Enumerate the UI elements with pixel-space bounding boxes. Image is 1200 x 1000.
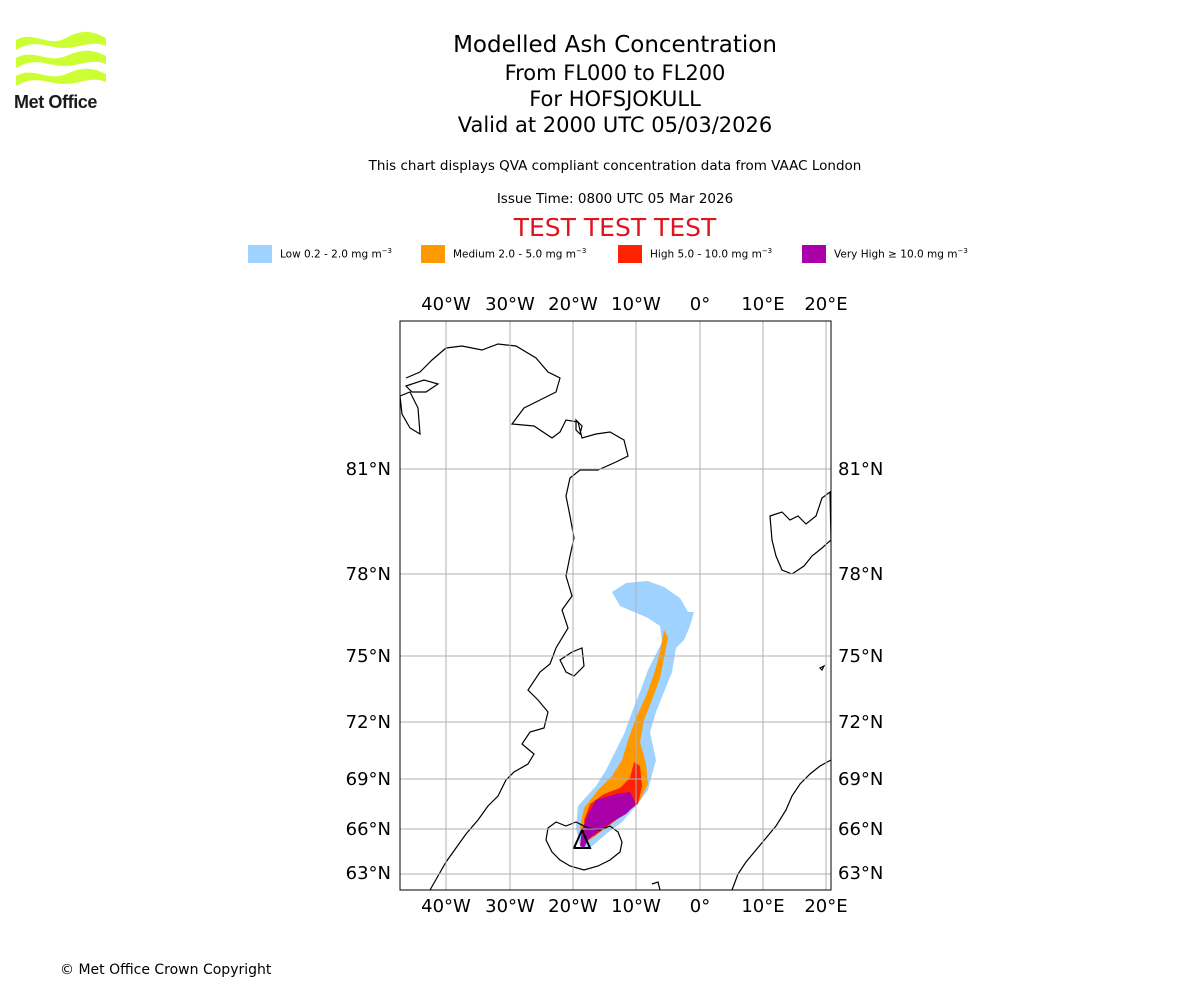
met-office-logo: Met Office: [14, 30, 108, 112]
legend-swatch-low: [248, 245, 272, 263]
norway-coast: [731, 759, 831, 890]
bear-island: [818, 664, 826, 672]
coastlines: [400, 343, 831, 890]
gridlines: [400, 321, 831, 890]
lon-label-top-40w: 40°W: [421, 294, 471, 315]
copyright: © Met Office Crown Copyright: [60, 962, 272, 978]
legend-exponent-low: −3: [381, 247, 393, 256]
legend-swatch-medium: [421, 245, 445, 263]
greenland-coast: [405, 343, 629, 890]
lon-label-bottom-10w: 10°W: [611, 896, 661, 917]
chart-titles: Modelled Ash Concentration From FL000 to…: [315, 30, 915, 138]
legend-item-very-high: Very High ≥ 10.0 mg m−3: [802, 244, 968, 264]
lon-label-bottom-20e: 20°E: [804, 896, 847, 917]
lon-label-top-20e: 20°E: [804, 294, 847, 315]
lat-label-left-63n: 63°N: [346, 863, 391, 884]
lat-label-left-72n: 72°N: [346, 712, 391, 733]
lat-label-left-66n: 66°N: [346, 819, 391, 840]
legend-swatch-very-high: [802, 245, 826, 263]
lat-labels-left: 81°N 78°N 75°N 72°N 69°N 66°N 63°N: [346, 459, 391, 884]
legend-item-medium: Medium 2.0 - 5.0 mg m−3: [421, 244, 586, 264]
lon-label-top-20w: 20°W: [548, 294, 598, 315]
legend-exponent-high: −3: [761, 247, 773, 256]
svalbard-coast: [769, 490, 831, 575]
lat-label-right-66n: 66°N: [838, 819, 883, 840]
lat-label-left-75n: 75°N: [346, 646, 391, 667]
volcano-name: For HOFSJOKULL: [529, 87, 701, 111]
legend-label-low: Low 0.2 - 2.0 mg m: [280, 248, 382, 261]
lon-labels-bottom: 40°W 30°W 20°W 10°W 0° 10°E 20°E: [421, 896, 847, 917]
issue-time: Issue Time: 0800 UTC 05 Mar 2026: [496, 191, 734, 207]
legend-item-low: Low 0.2 - 2.0 mg m−3: [248, 244, 392, 264]
island-ne: [575, 418, 583, 436]
legend-exponent-very-high: −3: [957, 247, 968, 256]
chart-description: This chart displays QVA compliant concen…: [368, 158, 862, 174]
legend-swatch-high: [618, 245, 642, 263]
lon-label-top-10w: 10°W: [611, 294, 661, 315]
lon-label-bottom-40w: 40°W: [421, 896, 471, 917]
lat-label-left-81n: 81°N: [346, 459, 391, 480]
legend-exponent-medium: −3: [575, 247, 587, 256]
scoresby-sund: [559, 647, 585, 677]
logo-text: Met Office: [14, 92, 98, 112]
legend-label-very-high: Very High ≥ 10.0 mg m: [834, 248, 958, 261]
lon-label-bottom-30w: 30°W: [485, 896, 535, 917]
legend-item-high: High 5.0 - 10.0 mg m−3: [618, 244, 772, 264]
ash-plume-medium: [580, 630, 668, 842]
lon-label-top-10e: 10°E: [741, 294, 784, 315]
lat-label-right-63n: 63°N: [838, 863, 883, 884]
lat-label-left-69n: 69°N: [346, 769, 391, 790]
legend: Low 0.2 - 2.0 mg m−3 Medium 2.0 - 5.0 mg…: [0, 244, 1200, 264]
legend-label-medium: Medium 2.0 - 5.0 mg m: [453, 248, 576, 261]
greenland-fjord: [400, 391, 421, 436]
lat-label-right-81n: 81°N: [838, 459, 883, 480]
flight-levels: From FL000 to FL200: [504, 61, 726, 85]
lon-label-bottom-10e: 10°E: [741, 896, 784, 917]
lon-labels-top: 40°W 30°W 20°W 10°W 0° 10°E 20°E: [421, 294, 847, 315]
faroe-islands: [651, 881, 661, 890]
greenland-fjord-2: [404, 379, 440, 393]
met-office-wave-icon: [16, 31, 106, 86]
test-banner: TEST TEST TEST: [513, 213, 717, 242]
lat-label-right-69n: 69°N: [838, 769, 883, 790]
lat-label-right-78n: 78°N: [838, 564, 883, 585]
lon-label-top-0: 0°: [690, 294, 710, 315]
lat-labels-right: 81°N 78°N 75°N 72°N 69°N 66°N 63°N: [838, 459, 883, 884]
map-frame: [399, 320, 832, 891]
lon-label-bottom-0: 0°: [690, 896, 710, 917]
lon-label-bottom-20w: 20°W: [548, 896, 598, 917]
legend-label-high: High 5.0 - 10.0 mg m: [650, 248, 762, 261]
lat-label-left-78n: 78°N: [346, 564, 391, 585]
ash-plume-very-high: [580, 792, 636, 848]
iceland-coast: [545, 821, 623, 871]
volcano-marker-icon: [572, 827, 592, 849]
chart-title: Modelled Ash Concentration: [453, 32, 777, 58]
valid-time: Valid at 2000 UTC 05/03/2026: [457, 113, 773, 137]
lat-label-right-75n: 75°N: [838, 646, 883, 667]
lat-label-right-72n: 72°N: [838, 712, 883, 733]
lon-label-top-30w: 30°W: [485, 294, 535, 315]
